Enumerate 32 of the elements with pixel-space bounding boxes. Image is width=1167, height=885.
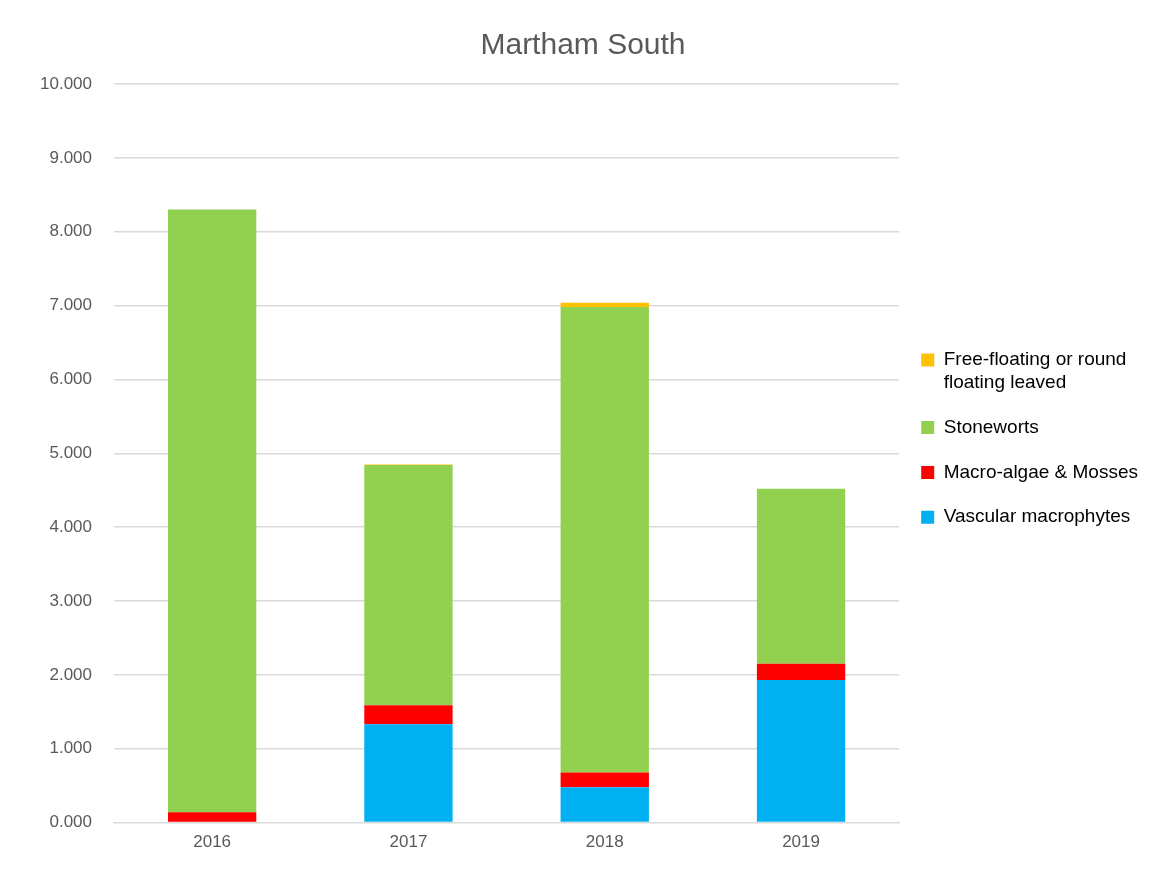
bar [167,209,257,813]
y-tick-label: 9.000 [49,147,92,167]
y-tick-label: 1.000 [49,738,92,758]
y-tick-label: 10.000 [40,73,92,93]
y-tick-label: 7.000 [49,295,92,315]
bar [364,724,453,822]
x-tick-label: 2018 [585,832,624,852]
y-tick-label: 8.000 [49,221,92,241]
bar [560,307,649,773]
bar [756,680,846,822]
bar [364,705,453,725]
y-tick-label: 6.000 [49,369,92,389]
legend-label: Macro-algae & Mosses [943,460,1138,482]
chart-title: Martham South [480,27,686,61]
bar [756,663,846,681]
legend-label: Vascular macrophytes [943,505,1131,527]
y-tick-label: 4.000 [49,516,92,536]
y-tick-label: 0.000 [49,812,92,832]
x-tick-label: 2017 [389,832,428,852]
bar [364,465,453,706]
bar [560,772,649,788]
x-tick-label: 2016 [193,832,232,852]
legend-label: Free-floating or round floating leaved [943,348,1127,393]
legend-label: Stoneworts [943,415,1039,437]
bar [560,787,649,822]
y-tick-label: 2.000 [49,664,92,684]
x-tick-label: 2019 [782,832,820,852]
y-tick-label: 3.000 [49,590,92,610]
y-tick-label: 5.000 [49,442,92,462]
bar [560,302,649,308]
bar [756,488,846,664]
bar [167,812,257,822]
